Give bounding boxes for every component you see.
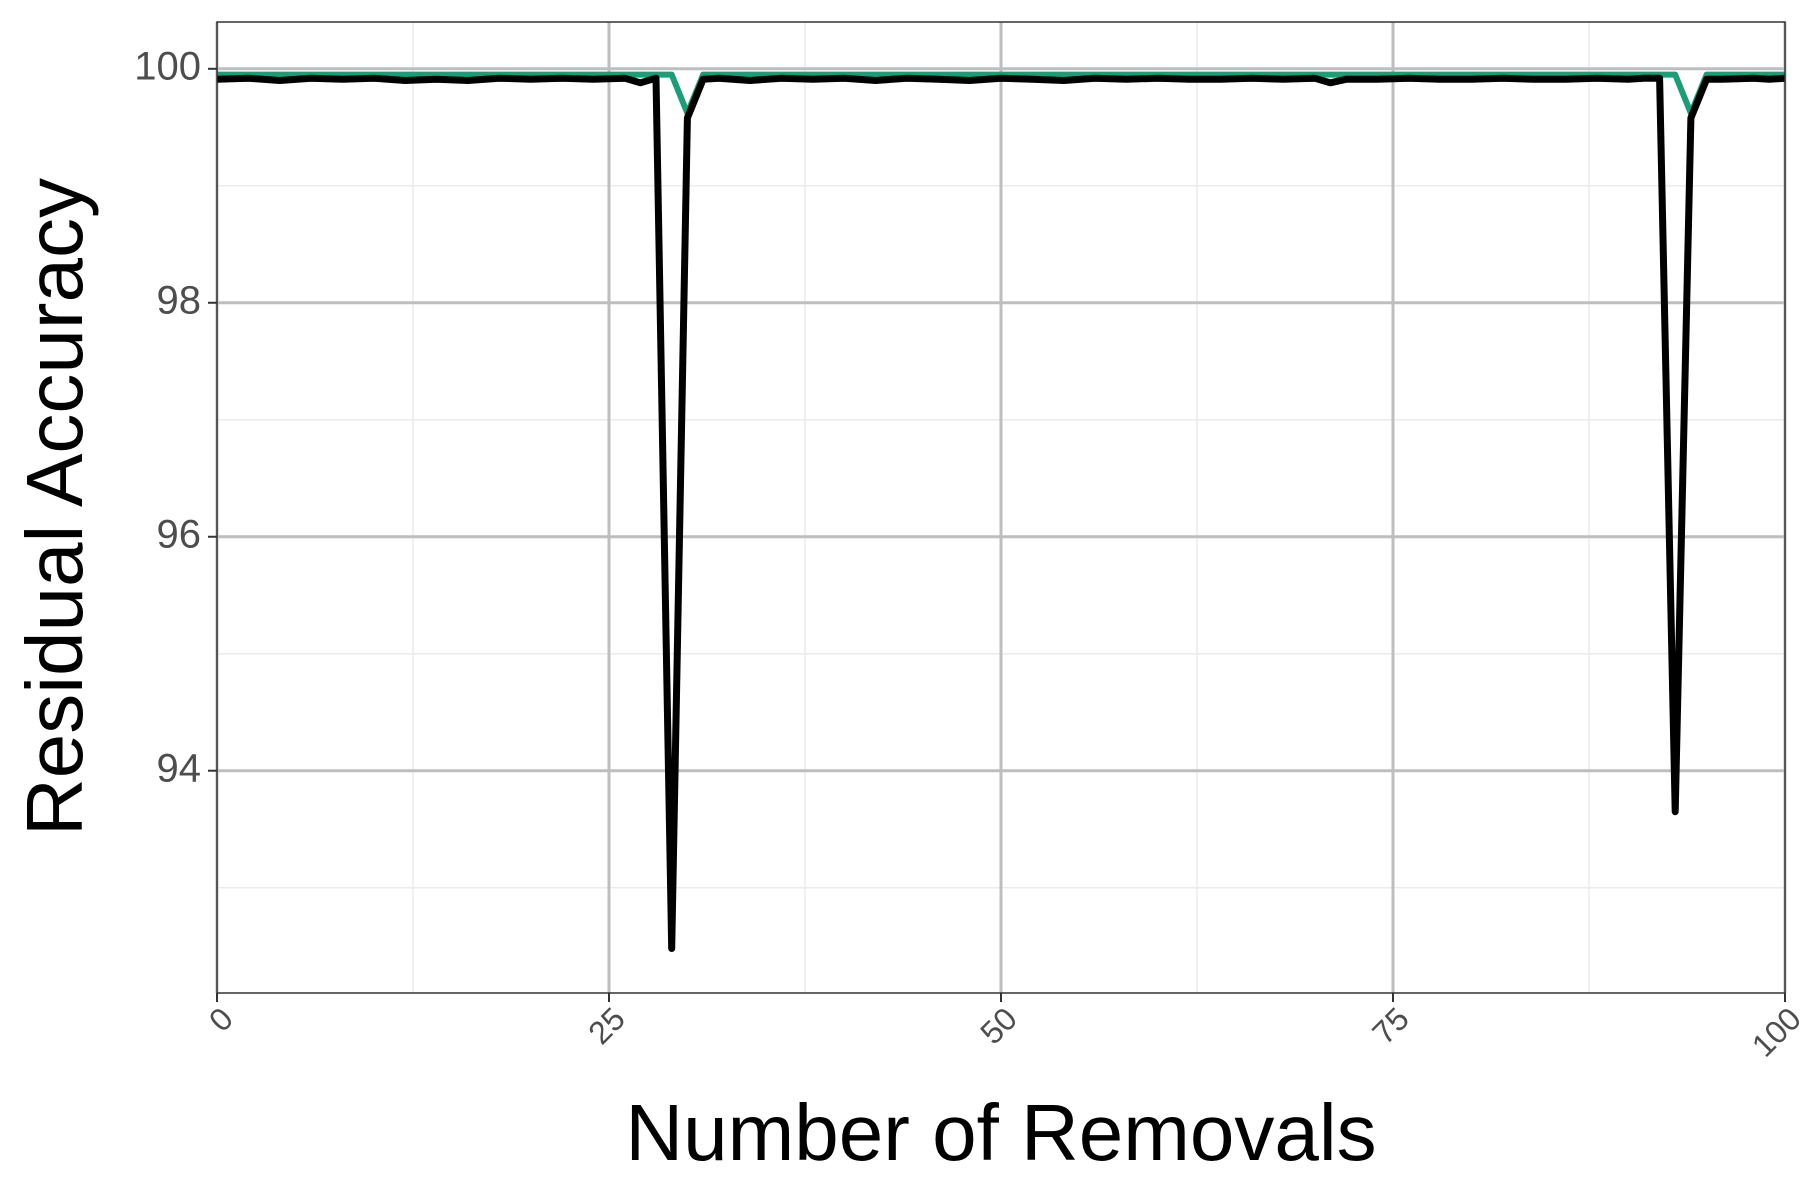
y-tick-label: 94 (157, 746, 202, 790)
x-axis-title: Number of Removals (625, 1088, 1376, 1177)
x-tick-label: 75 (1365, 1000, 1416, 1051)
x-axis-ticks: 0 25 50 75 100 (202, 993, 1800, 1064)
y-tick-label: 96 (157, 512, 202, 556)
series-layer (216, 71, 1786, 952)
x-tick-label: 50 (973, 1000, 1024, 1051)
y-tick-label: 100 (134, 44, 201, 88)
y-axis-ticks: 94 96 98 100 (134, 44, 217, 790)
series-line-2 (216, 74, 1786, 952)
x-tick-label: 100 (1745, 1000, 1800, 1063)
y-tick-label: 98 (157, 278, 202, 322)
x-tick-label: 25 (581, 1000, 632, 1051)
x-tick-label: 0 (202, 1000, 240, 1038)
y-axis-title: Residual Accuracy (10, 178, 99, 836)
